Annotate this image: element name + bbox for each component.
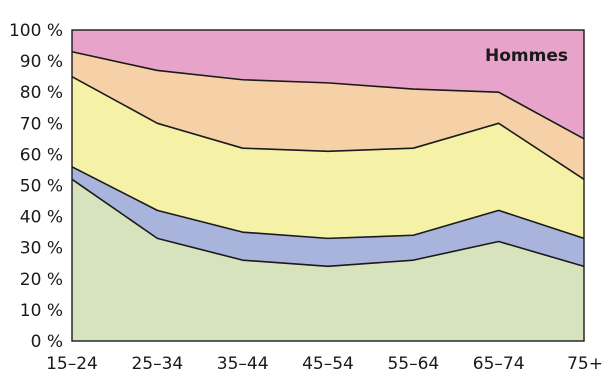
y-tick-label: 40 % — [20, 208, 63, 228]
x-tick-label: 15–24 — [46, 354, 98, 374]
x-tick-label: 25–34 — [131, 354, 183, 374]
band-boundaries — [71, 50, 585, 268]
area-band-5 — [72, 30, 584, 139]
x-tick-labels: 15–24 25–34 35–44 45–54 55–64 65–74 75+ — [46, 354, 603, 374]
y-tick-label: 100 % — [9, 21, 63, 41]
y-tick-label: 60 % — [20, 145, 63, 165]
x-tick-label: 75+ — [567, 354, 603, 374]
x-tick-label: 45–54 — [302, 354, 354, 374]
area-band-4 — [72, 51, 584, 180]
y-tick-label: 70 % — [20, 114, 63, 134]
y-tick-label: 0 % — [31, 332, 63, 352]
y-tick-label: 90 % — [20, 52, 63, 72]
x-tick-label: 35–44 — [217, 354, 269, 374]
area-band-1 — [72, 179, 584, 341]
y-tick-label: 50 % — [20, 177, 63, 197]
x-tick-label: 65–74 — [473, 354, 525, 374]
y-tick-label: 30 % — [20, 239, 63, 259]
plot-frame — [71, 29, 585, 342]
area-band-3 — [72, 76, 584, 239]
chart-annotation: Hommes — [485, 46, 568, 66]
y-tick-label: 80 % — [20, 83, 63, 103]
boundary-line-2 — [71, 166, 585, 240]
boundary-line-4 — [71, 50, 585, 140]
y-tick-label: 20 % — [20, 270, 63, 290]
y-tick-label: 10 % — [20, 301, 63, 321]
area-bands — [72, 30, 584, 341]
y-tick-labels: 100 % 90 % 80 % 70 % 60 % 50 % 40 % 30 % 20 % 10 … — [9, 21, 63, 352]
area-band-2 — [72, 166, 584, 267]
boundary-line-1 — [71, 178, 585, 268]
x-tick-label: 55–64 — [387, 354, 439, 374]
boundary-line-3 — [71, 75, 585, 180]
